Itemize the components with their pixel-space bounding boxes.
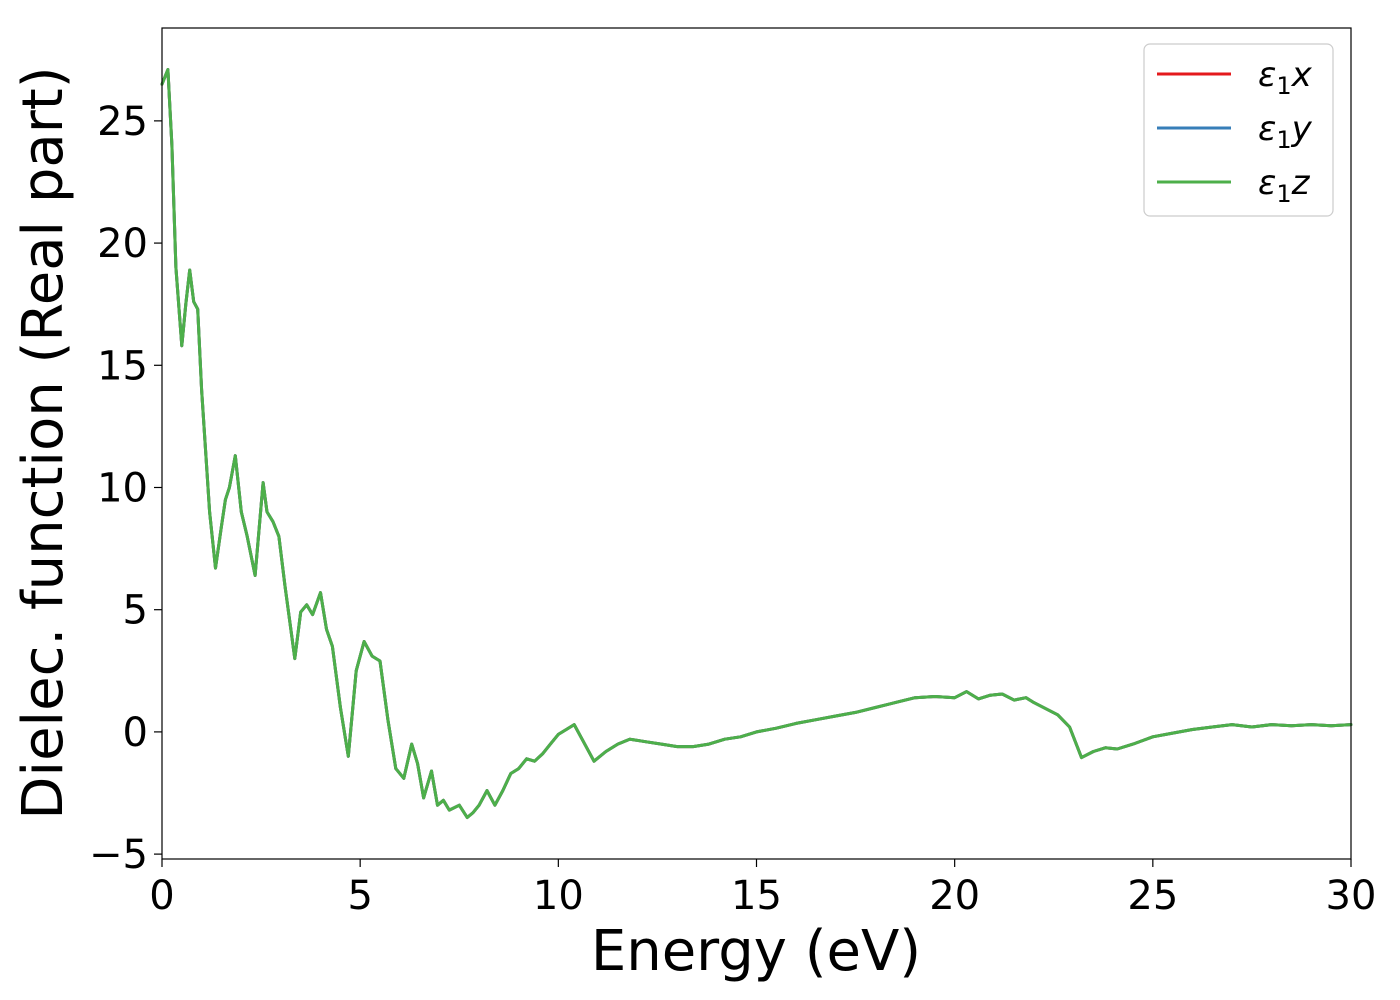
x-tick-label: 25 [1127, 873, 1178, 919]
y-axis-label: Dielec. function (Real part) [11, 66, 76, 819]
y-axis-ticks: −5 0 5 10 15 20 25 [89, 99, 162, 878]
y-tick-label: 10 [97, 465, 148, 511]
legend-items: ε1x ε1y ε1z [1157, 55, 1313, 208]
series-line-3 [160, 68, 1353, 819]
y-tick-label: 0 [123, 710, 148, 756]
y-tick-label: −5 [89, 832, 148, 878]
y-tick-label: 20 [97, 221, 148, 267]
legend: ε1x ε1y ε1z [1143, 43, 1334, 217]
x-tick-label: 20 [929, 873, 980, 919]
y-tick-label: 25 [97, 99, 148, 145]
x-tick-label: 5 [347, 873, 372, 919]
series-layer [160, 68, 1353, 819]
y-tick-label: 5 [123, 588, 148, 634]
y-tick-label: 15 [97, 343, 148, 389]
legend-label-y: ε1y [1258, 109, 1313, 154]
x-axis-label: Energy (eV) [591, 919, 921, 984]
x-tick-label: 15 [731, 873, 782, 919]
x-tick-label: 30 [1326, 873, 1377, 919]
x-tick-label: 0 [149, 873, 174, 919]
legend-label-x: ε1x [1258, 55, 1313, 100]
legend-frame [1143, 43, 1334, 217]
x-axis-ticks: 0 5 10 15 20 25 30 [149, 859, 1376, 919]
x-tick-label: 10 [533, 873, 584, 919]
legend-label-z: ε1z [1258, 163, 1311, 208]
